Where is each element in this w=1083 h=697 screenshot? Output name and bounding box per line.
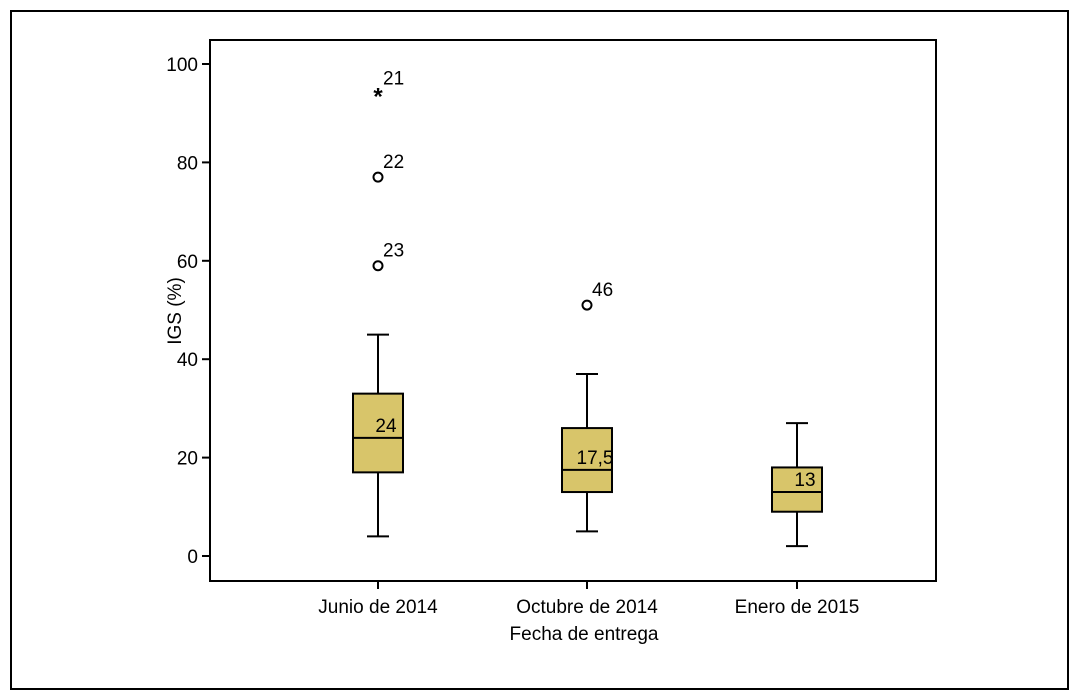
outlier-label: 46 (592, 280, 613, 301)
iqr-box (561, 427, 613, 494)
box-group: 17,5 46 (561, 280, 614, 533)
x-axis-label: Fecha de entrega (510, 624, 659, 645)
iqr-box (352, 392, 404, 474)
outlier-marker (372, 171, 384, 183)
x-axis: Junio de 2014 Octubre de 2014 Enero de 201… (318, 581, 859, 618)
median-label: 17,5 (577, 448, 614, 469)
chart-frame (10, 10, 1069, 690)
y-tick-label: 0 (187, 547, 198, 568)
y-axis-label: IGS (%) (165, 277, 186, 345)
y-tick-label: 40 (177, 350, 198, 371)
x-tick-label: Octubre de 2014 (516, 597, 658, 618)
outlier-label: 22 (383, 152, 404, 173)
boxes: 24 *21 22 23 17,5 46 13 (352, 69, 823, 548)
plot-area (209, 39, 937, 582)
outlier-label: 23 (383, 241, 404, 262)
outlier-marker (372, 260, 384, 272)
outlier-label: 21 (383, 69, 404, 90)
x-tick-label: Enero de 2015 (735, 597, 860, 618)
box-group: 13 (771, 422, 823, 548)
outlier-marker (581, 299, 593, 311)
iqr-box (771, 466, 823, 513)
median-label: 13 (794, 470, 815, 491)
y-tick-label: 60 (177, 252, 198, 273)
x-tick-label: Junio de 2014 (318, 597, 438, 618)
extreme-outlier-marker: * (373, 84, 383, 111)
y-tick-label: 20 (177, 449, 198, 470)
box-group: 24 *21 22 23 (352, 69, 404, 538)
median-label: 24 (375, 416, 397, 437)
y-tick-label: 80 (177, 153, 198, 174)
y-tick-label: 100 (166, 55, 198, 76)
y-axis: 0 20 40 60 80 100 (166, 55, 210, 568)
